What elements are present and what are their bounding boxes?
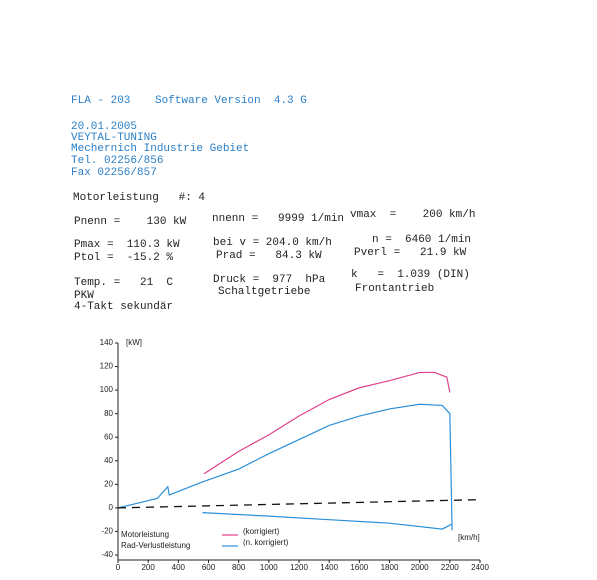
- series-line: [117, 403, 453, 531]
- field: Pverl = 21.9 kW: [354, 247, 467, 259]
- field: Pmax = 110.3 kW: [74, 239, 180, 251]
- header-line: Software Version 4.3 G: [155, 95, 307, 107]
- x-tick-label: 200: [141, 563, 155, 572]
- field: Prad = 84.3 kW: [216, 250, 322, 262]
- legend-label: Rad-Verlustleistung: [121, 541, 190, 550]
- y-tick-label: 40: [104, 456, 113, 465]
- y-tick-label: -40: [101, 550, 113, 559]
- field: PKW: [74, 290, 94, 302]
- header-line: FLA - 203: [71, 95, 131, 107]
- header-line: Mechernich Industrie Gebiet: [71, 143, 250, 155]
- legend-label: Motorleistung: [121, 530, 169, 539]
- header-line: Fax 02256/857: [71, 167, 157, 179]
- field: Pnenn = 130 kW: [74, 216, 187, 228]
- y-axis-label: [kW]: [126, 338, 142, 347]
- header-line: Tel. 02256/856: [71, 155, 164, 167]
- y-tick-label: 20: [104, 479, 113, 488]
- x-tick-label: 1000: [260, 563, 278, 572]
- legend-note: (n. korrigiert): [243, 538, 289, 547]
- y-tick-label: 80: [104, 409, 113, 418]
- field: bei v = 204.0 km/h: [213, 237, 332, 249]
- field: Druck = 977 hPa: [213, 274, 326, 286]
- x-tick-label: 800: [232, 563, 246, 572]
- y-tick-label: 100: [100, 385, 114, 394]
- field: Schaltgetriebe: [218, 286, 311, 298]
- y-tick-label: -20: [101, 527, 113, 536]
- y-tick-label: 140: [100, 338, 114, 347]
- field: nnenn = 9999 1/min: [212, 213, 345, 225]
- x-tick-label: 600: [202, 563, 216, 572]
- x-tick-label: 1400: [320, 563, 338, 572]
- x-tick-label: 1800: [381, 563, 399, 572]
- x-tick-label: 0: [116, 563, 121, 572]
- x-tick-label: 2400: [471, 563, 489, 572]
- field: Temp. = 21 C: [74, 277, 174, 289]
- field: vmax = 200 km/h: [350, 209, 476, 221]
- y-tick-label: 0: [109, 503, 114, 512]
- x-tick-label: 1600: [350, 563, 368, 572]
- series-line: [202, 512, 452, 530]
- header-line: VEYTAL-TUNING: [71, 132, 157, 144]
- field: n = 6460 1/min: [372, 234, 472, 246]
- x-axis-label: [km/h]: [458, 533, 480, 542]
- field: Ptol = -15.2 %: [74, 252, 174, 264]
- series-line: [117, 498, 481, 509]
- y-tick-label: 60: [104, 432, 113, 441]
- header-line: 20.01.2005: [71, 121, 138, 133]
- x-tick-label: 1200: [290, 563, 308, 572]
- x-tick-label: 2000: [411, 563, 429, 572]
- x-tick-label: 2200: [441, 563, 459, 572]
- field: Motorleistung #: 4: [73, 192, 206, 204]
- field: Frontantrieb: [355, 283, 435, 295]
- x-tick-label: 400: [172, 563, 186, 572]
- field: 4-Takt sekundär: [74, 301, 174, 313]
- field: k = 1.039 (DIN): [351, 269, 470, 281]
- legend-note: (korrigiert): [243, 527, 280, 536]
- series-line: [203, 371, 451, 475]
- y-tick-label: 120: [100, 362, 114, 371]
